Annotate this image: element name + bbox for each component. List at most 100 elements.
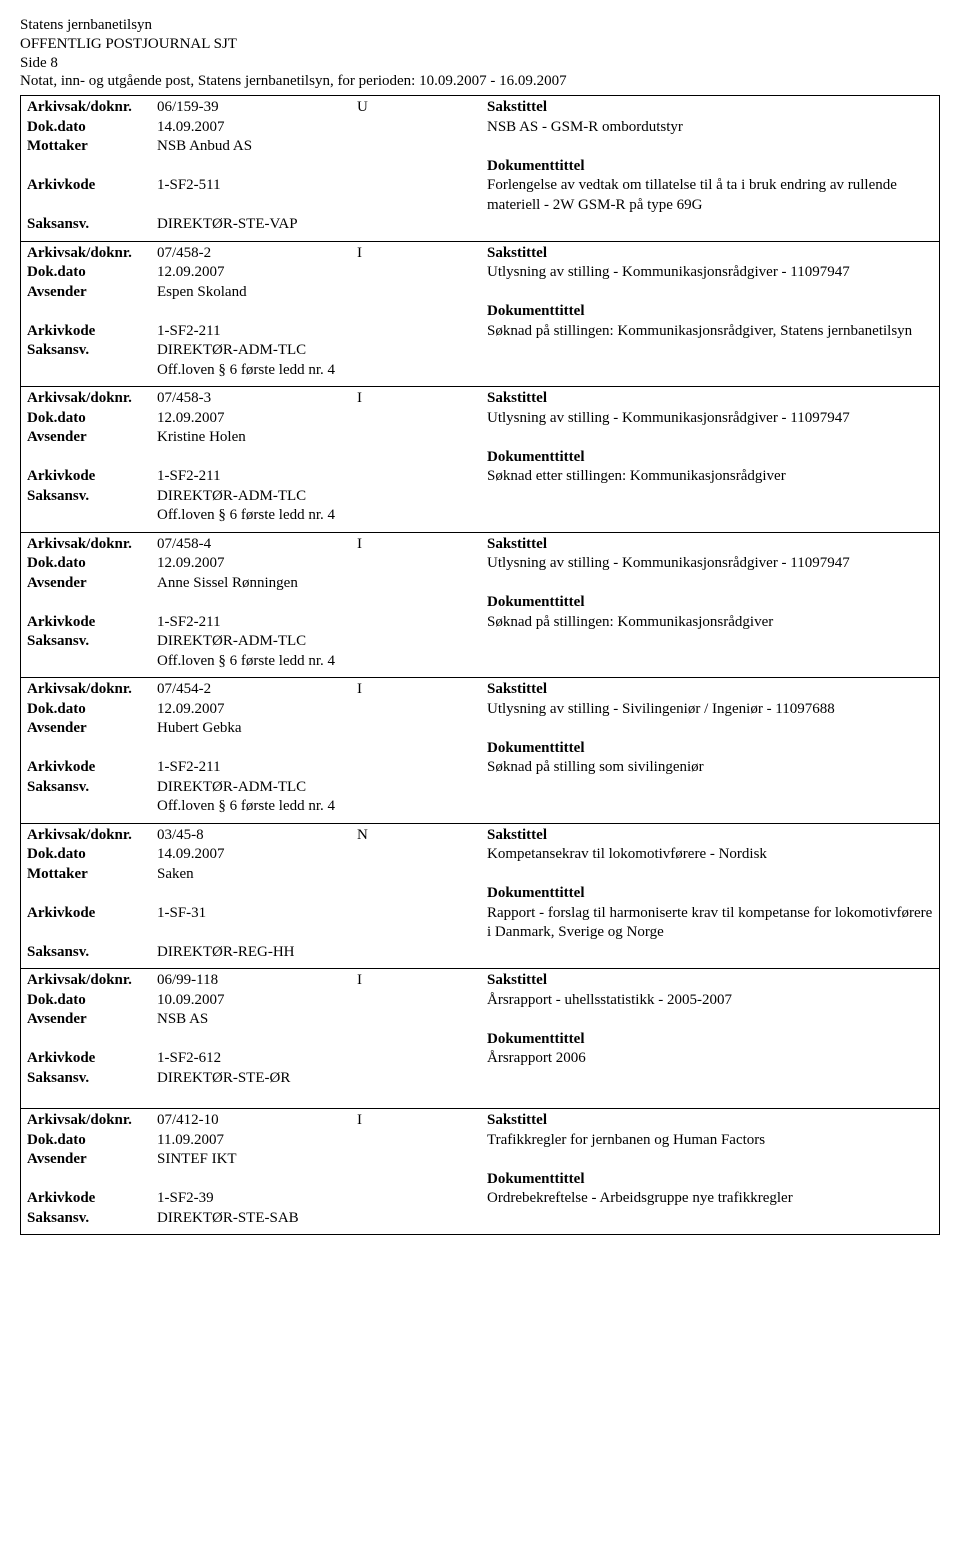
arkivkode-label: Arkivkode: [27, 467, 157, 487]
dokdato-value: 12.09.2007: [157, 700, 487, 720]
party-label: Avsender: [27, 1010, 157, 1030]
sakstittel-text: Utlysning av stilling - Sivilingeniør / …: [487, 700, 933, 720]
party-label: Avsender: [27, 428, 157, 448]
dokdato-value: 12.09.2007: [157, 554, 487, 574]
party-value: NSB AS: [157, 1010, 487, 1030]
dokdato-label: Dok.dato: [27, 409, 157, 429]
saksansv-label: Saksansv.: [27, 487, 157, 507]
doknr-value: 07/454-2: [157, 680, 357, 700]
saksansv-value: DIREKTØR-STE-ØR: [157, 1069, 487, 1089]
arkivkode-label: Arkivkode: [27, 1189, 157, 1209]
dokumenttittel-text: Forlengelse av vedtak om tillatelse til …: [487, 176, 933, 215]
dokdato-value: 12.09.2007: [157, 409, 487, 429]
arkivkode-value: 1-SF2-511: [157, 176, 487, 215]
arkivkode-value: 1-SF-31: [157, 904, 487, 943]
dokumenttittel-label: Dokumenttittel: [487, 884, 585, 904]
party-label: Mottaker: [27, 137, 157, 157]
dokdato-label: Dok.dato: [27, 700, 157, 720]
saksansv-label: Saksansv.: [27, 778, 157, 798]
page-header: Statens jernbanetilsyn OFFENTLIG POSTJOU…: [20, 16, 940, 91]
dokdato-label: Dok.dato: [27, 263, 157, 283]
party-label: Avsender: [27, 719, 157, 739]
dokumenttittel-text: Ordrebekreftelse - Arbeidsgruppe nye tra…: [487, 1189, 933, 1209]
party-label: Avsender: [27, 574, 157, 594]
saksansv-label: Saksansv.: [27, 1069, 157, 1089]
dokumenttittel-label: Dokumenttittel: [487, 448, 585, 468]
journal-title: OFFENTLIG POSTJOURNAL SJT: [20, 35, 940, 54]
arkiv-label: Arkivsak/doknr.: [27, 826, 157, 846]
dokdato-value: 12.09.2007: [157, 263, 487, 283]
saksansv-value: DIREKTØR-STE-SAB: [157, 1209, 487, 1229]
journal-entry: Arkivsak/doknr.07/458-3ISakstittel Dok.da…: [20, 386, 940, 532]
dokumenttittel-text: Søknad etter stillingen: Kommunikasjonsr…: [487, 467, 933, 487]
journal-entry: Arkivsak/doknr.07/454-2ISakstittelDok.da…: [20, 677, 940, 823]
offloven-text: Off.loven § 6 første ledd nr. 4: [157, 361, 487, 381]
sakstittel-label: Sakstittel: [487, 1111, 547, 1131]
sakstittel-text: Utlysning av stilling - Kommunikasjonsrå…: [487, 263, 933, 283]
saksansv-value: DIREKTØR-ADM-TLC: [157, 778, 487, 798]
offloven-text: Off.loven § 6 første ledd nr. 4: [157, 506, 487, 526]
party-label: Avsender: [27, 283, 157, 303]
dokdato-value: 10.09.2007: [157, 991, 487, 1011]
saksansv-label: Saksansv.: [27, 1209, 157, 1229]
arkiv-label: Arkivsak/doknr.: [27, 98, 157, 118]
dokumenttittel-label: Dokumenttittel: [487, 739, 585, 759]
entries-container: Arkivsak/doknr.06/159-39USakstittelDok.d…: [20, 95, 940, 1235]
party-label: Avsender: [27, 1150, 157, 1170]
dokumenttittel-label: Dokumenttittel: [487, 302, 585, 322]
sakstittel-text: Utlysning av stilling - Kommunikasjonsrå…: [487, 409, 933, 429]
arkivkode-value: 1-SF2-211: [157, 758, 487, 778]
dokumenttittel-label: Dokumenttittel: [487, 593, 585, 613]
direction-flag: I: [357, 971, 487, 991]
saksansv-label: Saksansv.: [27, 215, 157, 235]
entry-gap: [20, 1094, 940, 1108]
arkiv-label: Arkivsak/doknr.: [27, 535, 157, 555]
sakstittel-label: Sakstittel: [487, 98, 547, 118]
arkivkode-label: Arkivkode: [27, 904, 157, 943]
party-value: NSB Anbud AS: [157, 137, 487, 157]
sakstittel-label: Sakstittel: [487, 971, 547, 991]
arkivkode-label: Arkivkode: [27, 613, 157, 633]
saksansv-label: Saksansv.: [27, 943, 157, 963]
sakstittel-label: Sakstittel: [487, 826, 547, 846]
saksansv-value: DIREKTØR-STE-VAP: [157, 215, 487, 235]
doknr-value: 03/45-8: [157, 826, 357, 846]
arkivkode-value: 1-SF2-211: [157, 613, 487, 633]
dokumenttittel-text: Søknad på stilling som sivilingeniør: [487, 758, 933, 778]
sakstittel-text: NSB AS - GSM-R ombordutstyr: [487, 118, 933, 138]
journal-entry: Arkivsak/doknr.06/99-118ISakstittelDok.d…: [20, 968, 940, 1094]
arkivkode-label: Arkivkode: [27, 176, 157, 215]
dokdato-value: 14.09.2007: [157, 845, 487, 865]
direction-flag: I: [357, 1111, 487, 1131]
offloven-text: Off.loven § 6 første ledd nr. 4: [157, 652, 487, 672]
arkivkode-value: 1-SF2-211: [157, 467, 487, 487]
arkivkode-value: 1-SF2-211: [157, 322, 487, 342]
journal-entry: Arkivsak/doknr.07/458-2ISakstittelDok.da…: [20, 241, 940, 387]
sakstittel-text: Kompetansekrav til lokomotivførere - Nor…: [487, 845, 933, 865]
journal-entry: Arkivsak/doknr.03/45-8NSakstittel Dok.dat…: [20, 823, 940, 969]
doknr-value: 07/412-10: [157, 1111, 357, 1131]
direction-flag: I: [357, 389, 487, 409]
party-value: Saken: [157, 865, 487, 885]
sakstittel-label: Sakstittel: [487, 244, 547, 264]
party-value: Hubert Gebka: [157, 719, 487, 739]
dokdato-label: Dok.dato: [27, 845, 157, 865]
sakstittel-label: Sakstittel: [487, 389, 547, 409]
doknr-value: 06/159-39: [157, 98, 357, 118]
sakstittel-text: Utlysning av stilling - Kommunikasjonsrå…: [487, 554, 933, 574]
dokdato-label: Dok.dato: [27, 554, 157, 574]
journal-entry: Arkivsak/doknr.06/159-39USakstittelDok.d…: [20, 95, 940, 241]
party-value: Espen Skoland: [157, 283, 487, 303]
journal-entry: Arkivsak/doknr.07/458-4ISakstittelDok.da…: [20, 532, 940, 678]
party-value: Anne Sissel Rønningen: [157, 574, 487, 594]
sakstittel-text: Trafikkregler for jernbanen og Human Fac…: [487, 1131, 933, 1151]
dokumenttittel-text: Søknad på stillingen: Kommunikasjonsrådg…: [487, 613, 933, 633]
journal-entry: Arkivsak/doknr.07/412-10ISakstittelDok.d…: [20, 1108, 940, 1235]
saksansv-value: DIREKTØR-ADM-TLC: [157, 487, 487, 507]
direction-flag: N: [357, 826, 487, 846]
dokumenttittel-text: Rapport - forslag til harmoniserte krav …: [487, 904, 933, 943]
doknr-value: 07/458-3: [157, 389, 357, 409]
direction-flag: I: [357, 244, 487, 264]
arkiv-label: Arkivsak/doknr.: [27, 389, 157, 409]
arkivkode-value: 1-SF2-39: [157, 1189, 487, 1209]
